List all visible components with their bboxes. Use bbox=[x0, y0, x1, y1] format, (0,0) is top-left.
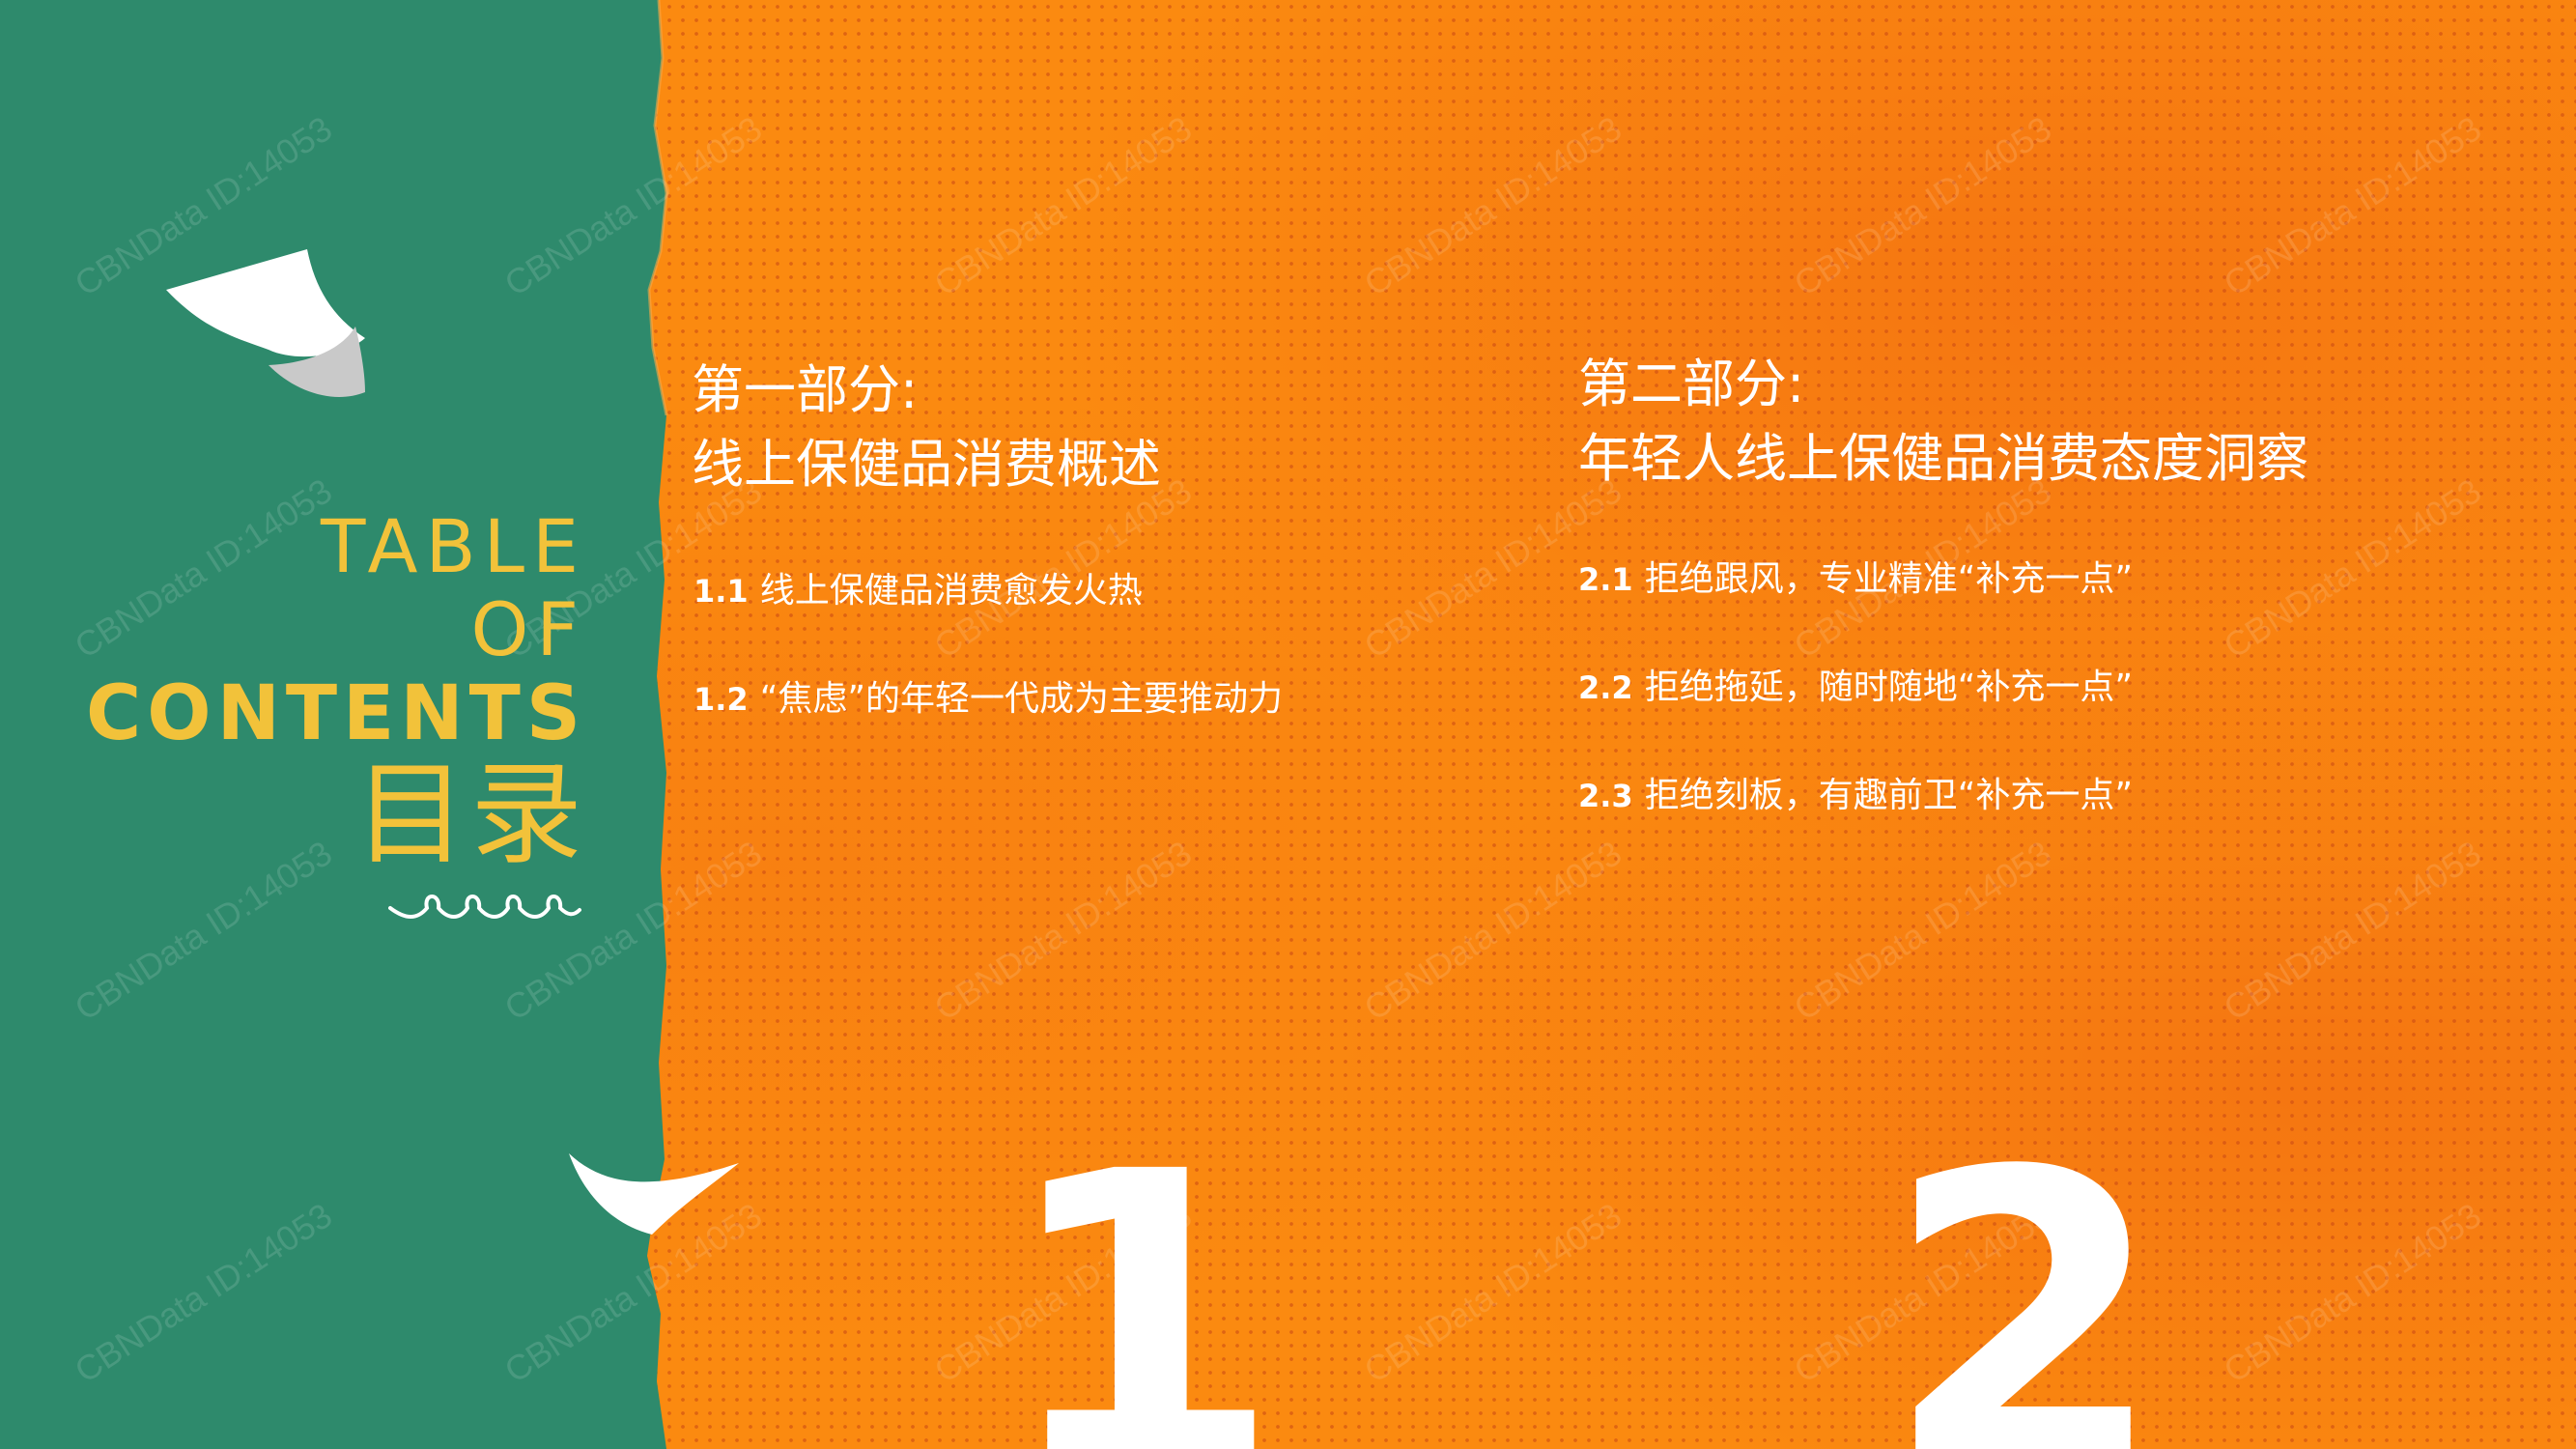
toc-item-2-1[interactable]: 2.1 拒绝跟风，专业精准“补充一点” bbox=[1578, 551, 2133, 601]
section-number-2: 2 bbox=[1883, 1087, 2166, 1449]
toc-item-text: “焦虑”的年轻一代成为主要推动力 bbox=[759, 679, 1283, 719]
toc-item-1-2[interactable]: 1.2 “焦虑”的年轻一代成为主要推动力 bbox=[694, 670, 1283, 721]
toc-item-2-3[interactable]: 2.3 拒绝刻板，有趣前卫“补充一点” bbox=[1578, 767, 2133, 817]
paper-curl-icon bbox=[569, 1153, 739, 1235]
section-2-heading: 第二部分: 年轻人线上保健品消费态度洞察 bbox=[1578, 348, 2308, 496]
toc-item-number: 2.3 bbox=[1578, 778, 1633, 814]
toc-item-text: 线上保健品消费愈发火热 bbox=[759, 571, 1143, 611]
squiggle-divider-icon bbox=[388, 895, 581, 919]
toc-heading: TABLE OF CONTENTS 目录 bbox=[86, 510, 586, 871]
toc-item-text: 拒绝拖延，随时随地“补充一点” bbox=[1644, 668, 2133, 707]
toc-item-number: 1.1 bbox=[694, 573, 749, 610]
toc-item-text: 拒绝刻板，有趣前卫“补充一点” bbox=[1644, 776, 2133, 815]
toc-title-table: TABLE bbox=[320, 503, 586, 589]
toc-item-text: 拒绝跟风，专业精准“补充一点” bbox=[1644, 559, 2133, 599]
green-torn-panel bbox=[0, 0, 668, 1449]
toc-item-2-2[interactable]: 2.2 拒绝拖延，随时随地“补充一点” bbox=[1578, 659, 2133, 709]
toc-item-number: 2.2 bbox=[1578, 669, 1633, 706]
paper-curl-icon bbox=[166, 249, 365, 397]
section-number-1: 1 bbox=[1000, 1087, 1283, 1449]
section-1-heading-line1: 第一部分: bbox=[692, 359, 919, 420]
toc-item-number: 1.2 bbox=[694, 681, 749, 718]
section-2-heading-line1: 第二部分: bbox=[1578, 354, 1805, 414]
section-1-heading: 第一部分: 线上保健品消费概述 bbox=[692, 354, 1161, 501]
toc-title-of: OF bbox=[470, 586, 586, 672]
toc-item-number: 2.1 bbox=[1578, 561, 1633, 598]
toc-item-1-1[interactable]: 1.1 线上保健品消费愈发火热 bbox=[694, 562, 1143, 612]
section-2-heading-line2: 年轻人线上保健品消费态度洞察 bbox=[1578, 427, 2308, 489]
section-1-heading-line2: 线上保健品消费概述 bbox=[692, 433, 1161, 495]
toc-title-contents: CONTENTS bbox=[86, 670, 586, 757]
toc-title-cn: 目录 bbox=[354, 750, 586, 880]
